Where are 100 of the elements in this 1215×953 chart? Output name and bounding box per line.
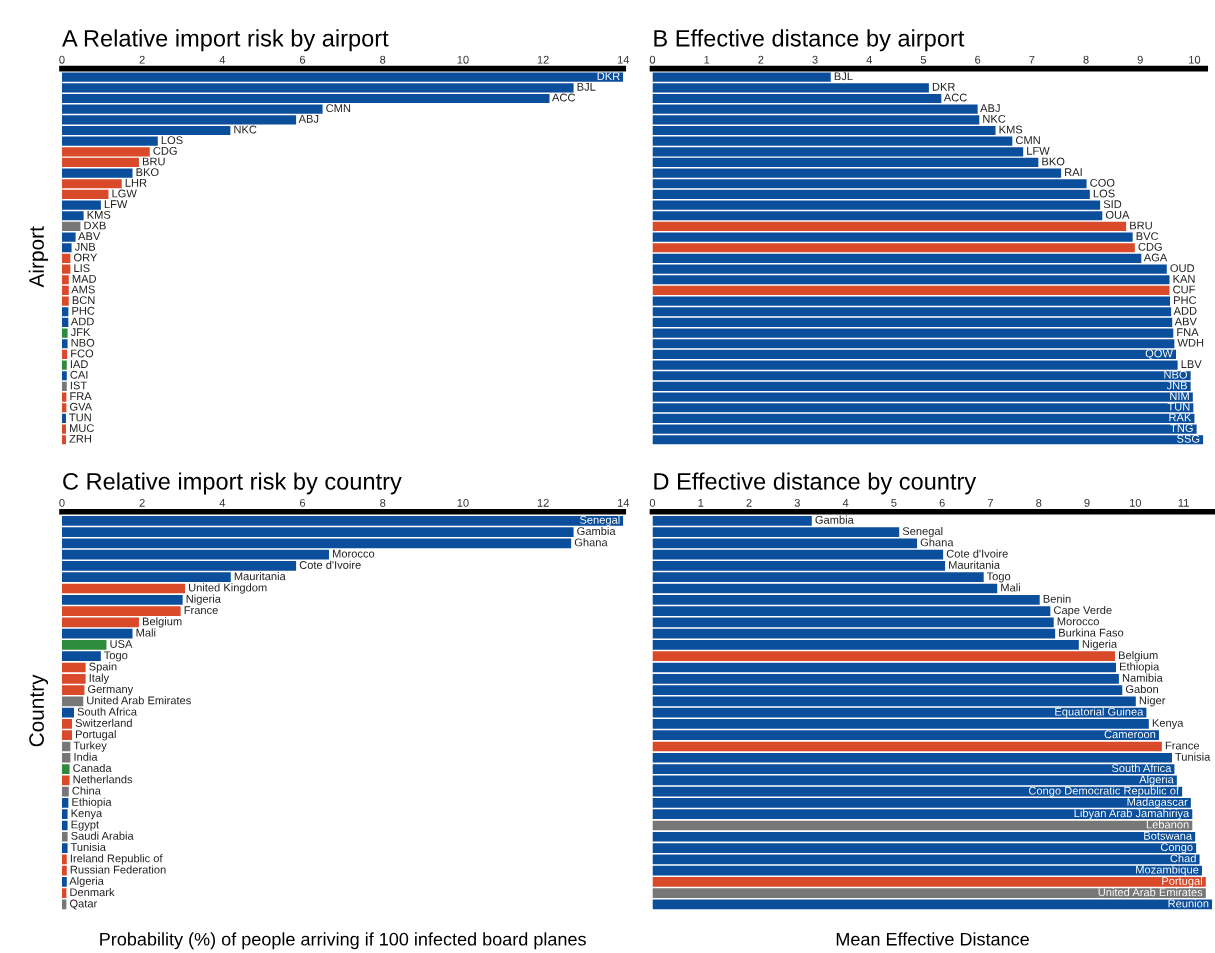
category-label: RAK [1169,413,1192,422]
chart-title: A Relative import risk by airport [62,29,389,52]
x-tick-label: 14 [617,499,630,507]
category-label: TUN [69,413,91,422]
category-label: France [184,606,218,615]
category-label: OUA [1105,210,1130,219]
category-label: Botswana [1144,831,1193,840]
category-label: PHC [72,306,95,315]
x-tick-label: 1 [698,499,704,507]
bar [652,583,998,594]
category-label: BCN [72,296,95,305]
category-label: Nigeria [1082,639,1118,651]
category-label: Portugal [1162,876,1202,888]
x-tick-label: 4 [842,499,849,507]
bar [61,296,69,306]
bar [61,147,150,157]
category-label: Senegal [902,526,943,538]
category-label: Niger [1139,696,1166,707]
x-tick-label: 5 [920,55,927,64]
category-label: Tunisia [70,842,106,852]
category-label: BKO [1042,157,1065,166]
x-tick-label: 5 [891,499,897,507]
category-label: Saudi Arabia [71,831,134,840]
bar [652,877,1206,887]
bar [652,189,1090,200]
x-tick-label: 1 [704,55,710,64]
bar [61,221,81,232]
bar [61,764,70,774]
category-label: Ghana [920,538,954,547]
category-label: Gabon [1125,684,1158,694]
bar [61,360,67,370]
category-label: BVC [1136,232,1159,241]
bar [61,307,69,317]
category-label: South Africa [77,707,137,716]
bar [61,662,86,673]
bar [61,888,67,899]
category-label: India [74,752,98,761]
category-label: Mozambique [1136,865,1199,876]
category-label: Gambia [577,526,616,536]
bar [652,741,1162,752]
x-tick-label: 9 [1084,498,1090,507]
category-label: BKO [136,168,159,177]
x-axis-title: Probability (%) of people arriving if 100 infected board planes [100,932,586,950]
category-label: MAD [72,274,97,283]
category-label: CAI [70,370,88,379]
bar [61,786,69,797]
x-tick-label: 2 [746,498,752,507]
category-label: Nigeria [186,594,221,605]
x-tick-label: 12 [537,55,549,64]
category-label: LOS [1093,189,1115,198]
category-label: IST [70,381,87,390]
category-label: Italy [89,673,110,684]
category-label: Algeria [1139,775,1174,786]
category-label: Morocco [1057,617,1099,626]
category-label: Burkina Faso [1059,628,1124,637]
category-label: Germany [88,685,134,696]
bar [652,232,1133,242]
bar [61,168,133,178]
category-label: United Arab Emirates [87,696,191,705]
bar [61,831,68,842]
x-tick-label: 8 [1083,55,1089,64]
category-label: Ghana [574,538,608,547]
category-label: Netherlands [73,775,133,784]
category-label: Cote d'Ivoire [946,549,1008,558]
x-tick-label: 6 [939,498,945,507]
bar [61,136,158,146]
x-tick-label: 8 [380,498,386,507]
x-tick-label: 11 [1178,499,1189,507]
category-label: FCO [71,349,94,358]
category-label: CDG [153,146,177,155]
category-label: Belgium [142,617,182,628]
category-label: Canada [73,763,112,773]
category-label: Switzerland [75,718,132,727]
category-label: LOS [161,136,183,145]
x-tick-label: 0 [59,498,65,507]
bar [61,179,122,189]
category-label: ABJ [298,115,319,123]
bar [652,640,1079,650]
category-label: Congo Democratic Republic of [1028,786,1180,797]
x-tick-label: 8 [380,55,386,64]
category-label: Cameroon [1104,730,1156,739]
category-label: TNG [1170,424,1193,433]
bar [61,628,133,639]
category-label: KMS [999,125,1023,134]
category-label: NKC [983,114,1006,123]
category-label: BJL [834,72,853,81]
category-label: Equatorial Guinea [1055,707,1144,718]
x-axis-title: Mean Effective Distance [836,932,1029,946]
bar [61,696,84,707]
y-axis-title: Airport [28,226,49,288]
bar [61,328,68,338]
x-tick-label: 8 [1036,498,1042,507]
category-label: Belgium [1119,651,1158,662]
category-label: ADD [1173,306,1197,315]
category-label: BJL [577,83,596,91]
bar [61,752,71,763]
category-label: ACC [552,93,576,102]
category-label: ZRH [69,434,91,443]
category-label: Chad [1170,854,1196,863]
category-label: NBO [71,338,95,347]
